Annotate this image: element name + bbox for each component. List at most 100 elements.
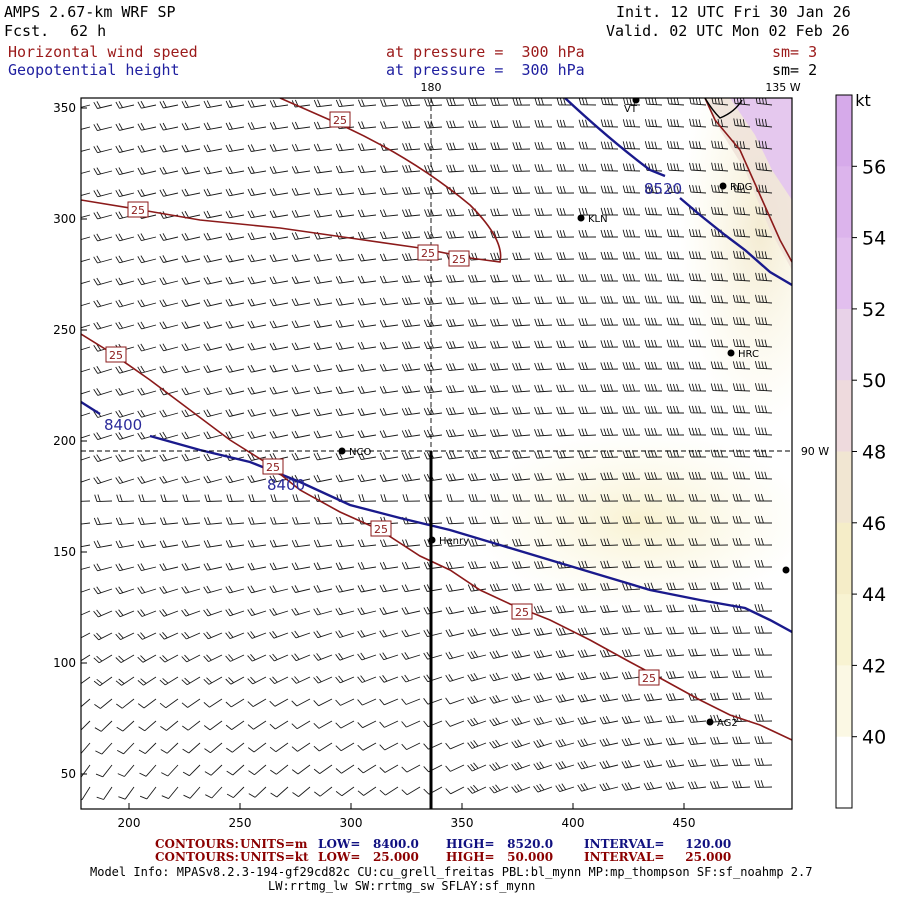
wind-barb xyxy=(754,581,773,590)
wind-barb xyxy=(710,538,729,546)
wind-barb xyxy=(93,299,113,308)
wind-barb xyxy=(247,100,267,108)
wind-barb xyxy=(666,582,685,591)
wind-barb xyxy=(689,140,707,150)
wind-barb xyxy=(247,320,267,329)
wind-barb xyxy=(81,522,91,525)
wind-barb xyxy=(269,320,289,329)
wind-barb xyxy=(137,255,157,264)
contour1-units: UNITS=m xyxy=(240,837,308,851)
wind-barb xyxy=(181,475,201,484)
speed-label-text: 25 xyxy=(421,247,435,260)
wind-barb xyxy=(137,476,157,484)
wind-barb xyxy=(357,319,377,328)
wind-barb xyxy=(313,165,333,174)
wind-barb xyxy=(247,698,267,707)
wind-barb xyxy=(755,272,773,282)
wind-barb xyxy=(423,319,443,328)
wind-barb xyxy=(578,472,597,481)
wind-barb xyxy=(291,99,311,108)
wind-barb xyxy=(467,605,487,615)
wind-barb xyxy=(313,764,333,774)
wind-barb xyxy=(269,99,289,108)
wind-barb xyxy=(578,229,597,238)
wind-barb xyxy=(94,698,113,709)
wind-barb xyxy=(467,762,487,772)
wind-barb xyxy=(599,604,619,613)
wind-barb xyxy=(401,230,421,239)
wind-barb xyxy=(182,764,201,777)
wind-barb xyxy=(710,714,729,723)
wind-barb xyxy=(138,494,157,503)
wind-barb xyxy=(401,786,421,796)
wind-barb xyxy=(93,366,113,374)
station-label: Henry xyxy=(439,536,469,547)
wind-barb xyxy=(137,409,157,418)
wind-barb xyxy=(357,143,377,152)
wind-barb xyxy=(600,229,618,238)
wind-barb xyxy=(225,320,245,329)
wind-barb xyxy=(754,449,773,458)
wind-barb xyxy=(93,563,113,572)
wind-barb xyxy=(555,627,575,636)
wind-barb xyxy=(512,384,531,393)
wind-barb xyxy=(555,738,575,748)
wind-barb xyxy=(335,253,355,262)
wind-barb xyxy=(468,538,487,547)
wind-barb xyxy=(511,672,531,681)
colorbar-tick-label: 44 xyxy=(862,584,886,606)
wind-barb xyxy=(578,428,597,437)
wind-barb xyxy=(159,563,179,571)
wind-barb xyxy=(666,626,685,635)
wind-barb xyxy=(710,560,729,568)
colorbar-swatch xyxy=(836,166,852,239)
wind-barb xyxy=(754,559,773,568)
wind-barb xyxy=(424,164,443,173)
wind-barb xyxy=(115,145,135,153)
wind-barb xyxy=(291,408,311,417)
wind-barb xyxy=(137,321,157,330)
wind-barb xyxy=(445,539,465,547)
wind-barb xyxy=(556,119,575,128)
wind-barb xyxy=(118,786,135,800)
wind-barb xyxy=(754,648,773,656)
wind-barb xyxy=(247,188,267,197)
wind-barb xyxy=(490,98,509,106)
wind-barb xyxy=(115,233,135,242)
speed-label-text: 25 xyxy=(374,523,388,536)
wind-barb xyxy=(643,693,663,702)
colorbar-unit: kt xyxy=(855,91,871,110)
wind-barb xyxy=(115,277,135,286)
wind-barb xyxy=(710,317,729,326)
wind-barb xyxy=(247,298,267,307)
colorbar-swatch xyxy=(836,451,852,524)
wind-barb xyxy=(556,472,575,481)
wind-barb xyxy=(313,562,333,571)
wind-barb xyxy=(688,582,707,591)
colorbar-tick-label: 56 xyxy=(862,156,886,178)
wind-barb xyxy=(512,208,531,217)
wind-barb xyxy=(401,473,421,482)
wind-barb xyxy=(402,142,421,151)
wind-barb xyxy=(621,737,641,747)
wind-barb xyxy=(269,742,289,753)
speed-label-7: 25 xyxy=(370,520,392,537)
wind-barb xyxy=(467,695,487,705)
wind-barb xyxy=(622,383,641,392)
wind-barb xyxy=(577,649,597,658)
wind-barb xyxy=(754,736,773,744)
wind-barb xyxy=(710,758,729,767)
wind-barb xyxy=(137,277,157,286)
wind-barb xyxy=(578,207,597,216)
wind-barb xyxy=(137,233,157,242)
wind-barb xyxy=(247,585,267,594)
wind-barb xyxy=(512,252,531,261)
colorbar-swatch xyxy=(836,95,852,167)
wind-barb xyxy=(291,254,311,262)
wind-barb xyxy=(490,164,509,173)
wind-barb xyxy=(115,387,135,396)
wind-barb xyxy=(247,364,267,373)
wind-barb xyxy=(247,608,267,617)
wind-barb xyxy=(578,384,597,393)
